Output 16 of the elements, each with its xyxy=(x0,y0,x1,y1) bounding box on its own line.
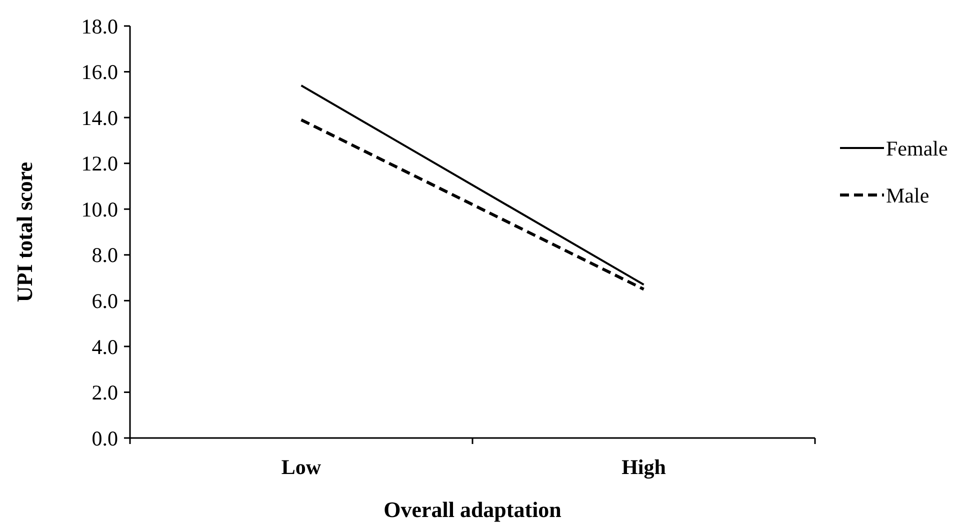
y-tick-label: 10.0 xyxy=(81,197,118,222)
y-tick-label: 6.0 xyxy=(92,289,118,314)
x-tick-label: Low xyxy=(281,455,322,479)
y-axis-title: UPI total score xyxy=(12,162,37,302)
legend-label: Male xyxy=(886,183,930,208)
y-tick-label: 16.0 xyxy=(81,60,118,84)
y-tick-label: 14.0 xyxy=(81,106,118,130)
y-tick-label: 18.0 xyxy=(81,14,118,38)
y-tick-label: 0.0 xyxy=(92,426,118,450)
y-tick-label: 4.0 xyxy=(92,334,118,359)
y-tick-label: 12.0 xyxy=(81,152,118,176)
x-tick-label: High xyxy=(622,455,666,479)
y-tick-label: 8.0 xyxy=(92,243,118,268)
legend-label: Female xyxy=(886,136,948,160)
y-tick-label: 2.0 xyxy=(92,380,118,405)
x-axis-title: Overall adaptation xyxy=(384,497,562,522)
